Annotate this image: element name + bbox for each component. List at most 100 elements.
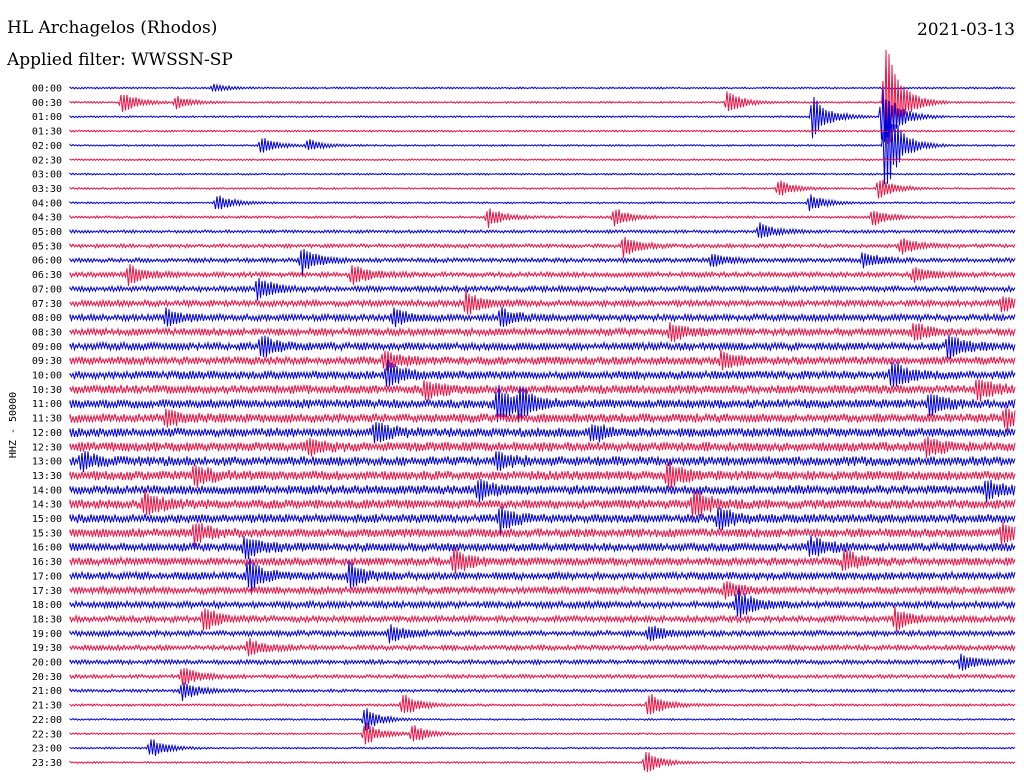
time-label: 14:00	[32, 485, 62, 496]
trace-line	[69, 222, 1016, 239]
trace-line	[69, 421, 1016, 444]
time-label: 02:00	[32, 141, 62, 152]
time-label: 03:00	[32, 170, 62, 181]
time-label: 13:30	[32, 471, 62, 482]
time-label: 03:30	[32, 184, 62, 195]
time-label: 19:00	[32, 629, 62, 640]
time-label: 23:00	[32, 744, 62, 755]
time-label: 22:30	[32, 729, 62, 740]
trace-line	[69, 289, 1016, 315]
trace-line	[69, 752, 1016, 773]
date-label: 2021-03-13	[916, 20, 1015, 40]
time-label: 17:30	[32, 586, 62, 597]
time-label: 09:00	[32, 342, 62, 353]
trace-line	[69, 306, 1016, 328]
time-label: 01:00	[32, 112, 62, 123]
trace-line	[69, 334, 1016, 360]
time-label: 20:30	[32, 672, 62, 683]
time-label: 08:00	[32, 313, 62, 324]
trace-line	[69, 321, 1016, 342]
trace-line	[69, 693, 1016, 715]
trace-line	[69, 535, 1016, 560]
trace-line	[69, 581, 1016, 600]
trace-line	[69, 179, 1016, 199]
trace-line	[69, 722, 1016, 745]
trace-line	[69, 739, 1016, 757]
time-label: 18:00	[32, 600, 62, 611]
time-labels: 00:00 00:30 01:00 01:30 02:00 02:30 03:00 03:30…	[32, 84, 62, 769]
trace-line	[69, 263, 1016, 287]
trace-line	[69, 129, 1016, 133]
time-label: 08:30	[32, 327, 62, 338]
trace-line	[69, 521, 1016, 548]
time-label: 21:00	[32, 686, 62, 697]
time-label: 01:30	[32, 127, 62, 138]
time-label: 15:00	[32, 514, 62, 525]
time-label: 06:00	[32, 256, 62, 267]
time-label: 10:30	[32, 385, 62, 396]
traces	[69, 49, 1016, 773]
trace-line	[69, 637, 1016, 657]
trace-line	[69, 379, 1016, 402]
time-label: 09:30	[32, 356, 62, 367]
time-label: 15:30	[32, 528, 62, 539]
time-label: 07:00	[32, 284, 62, 295]
trace-line	[69, 547, 1016, 574]
station-title: HL Archagelos (Rhodos)	[7, 18, 218, 38]
trace-line	[69, 208, 1016, 228]
trace-line	[69, 82, 1016, 93]
time-label: 00:00	[32, 84, 62, 95]
trace-line	[69, 172, 1016, 176]
time-label: 14:30	[32, 500, 62, 511]
time-label: 11:30	[32, 414, 62, 425]
trace-line	[69, 624, 1016, 644]
time-label: 16:30	[32, 557, 62, 568]
trace-line	[69, 194, 1016, 212]
trace-line	[69, 236, 1016, 258]
time-label: 16:00	[32, 543, 62, 554]
trace-line	[69, 653, 1016, 671]
trace-line	[69, 406, 1016, 432]
time-label: 05:00	[32, 227, 62, 238]
trace-line	[69, 384, 1016, 422]
trace-line	[69, 506, 1016, 535]
y-axis-label: HHZ - 50000	[8, 392, 19, 458]
trace-line	[69, 349, 1016, 371]
trace-line	[69, 49, 1016, 144]
trace-line	[69, 89, 1016, 143]
time-label: 13:00	[32, 457, 62, 468]
trace-line	[69, 461, 1016, 489]
trace-line	[69, 277, 1016, 301]
trace-line	[69, 668, 1016, 686]
time-label: 18:30	[32, 614, 62, 625]
trace-line	[69, 606, 1016, 632]
time-label: 11:00	[32, 399, 62, 410]
time-label: 17:00	[32, 571, 62, 582]
time-label: 19:30	[32, 643, 62, 654]
trace-line	[69, 708, 1016, 731]
time-label: 07:30	[32, 299, 62, 310]
time-label: 12:30	[32, 442, 62, 453]
trace-line	[69, 359, 1016, 387]
time-label: 06:30	[32, 270, 62, 281]
time-label: 20:00	[32, 658, 62, 669]
time-label: 10:00	[32, 371, 62, 382]
trace-line	[69, 479, 1016, 503]
trace-line	[69, 158, 1016, 162]
time-label: 05:30	[32, 241, 62, 252]
time-label: 04:00	[32, 198, 62, 209]
time-label: 04:30	[32, 213, 62, 224]
time-label: 02:30	[32, 155, 62, 166]
trace-line	[69, 682, 1016, 702]
trace-line	[69, 107, 1016, 185]
time-label: 00:30	[32, 98, 62, 109]
trace-line	[69, 489, 1016, 518]
trace-line	[69, 248, 1016, 276]
trace-line	[69, 451, 1016, 473]
time-label: 12:00	[32, 428, 62, 439]
filter-label: Applied filter: WWSSN-SP	[7, 50, 233, 70]
time-label: 23:30	[32, 758, 62, 769]
time-label: 21:30	[32, 701, 62, 712]
trace-line	[69, 436, 1016, 458]
